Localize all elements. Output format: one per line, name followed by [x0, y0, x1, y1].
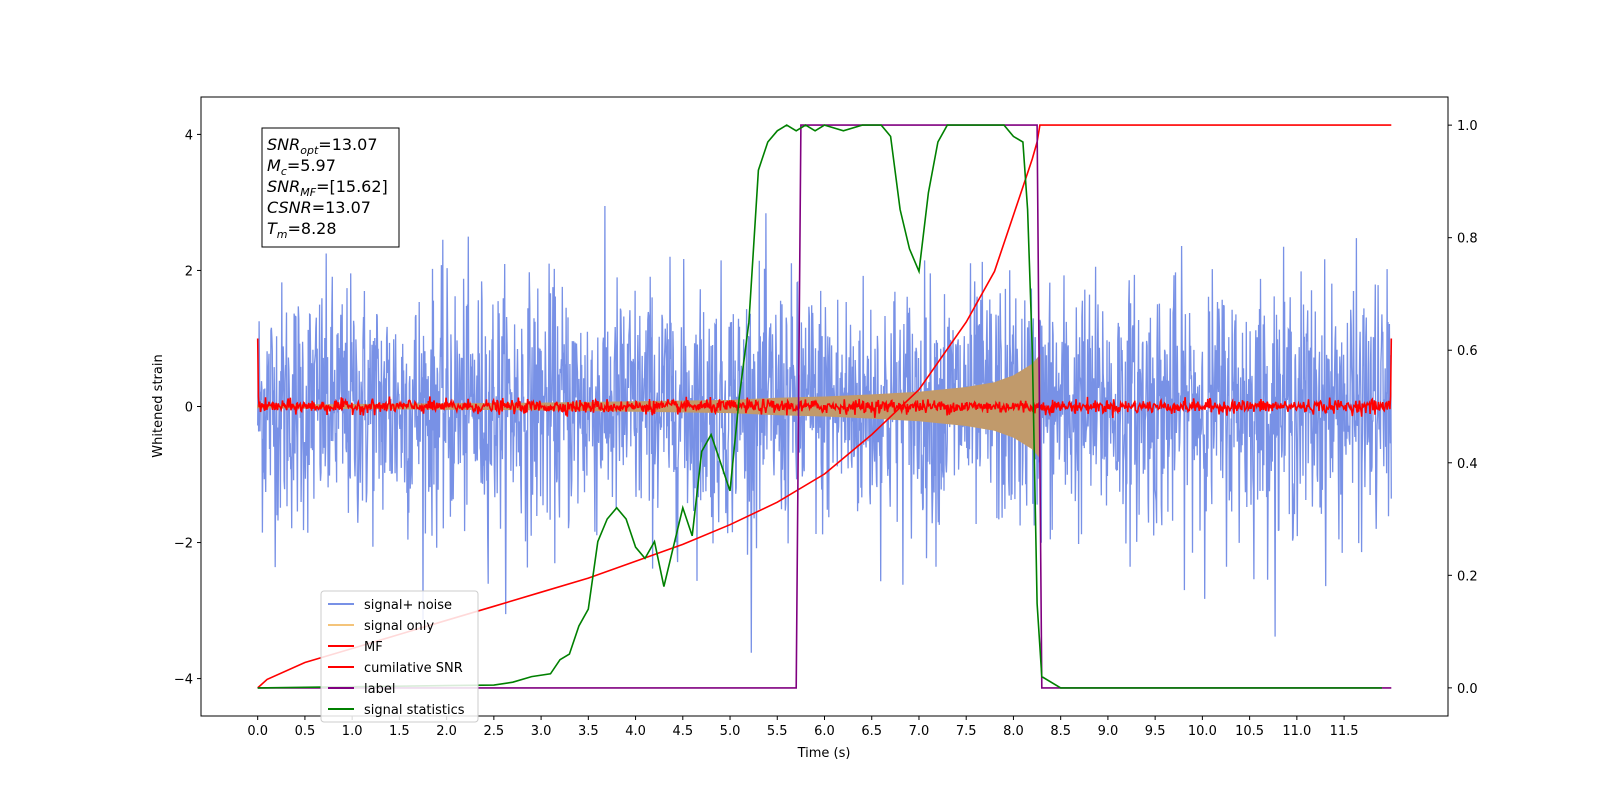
- y2-tick-label: 1.0: [1457, 119, 1478, 134]
- x-tick-label: 1.0: [342, 724, 363, 739]
- x-tick-label: 11.5: [1330, 724, 1359, 739]
- stat-line: CSNR=13.07: [267, 198, 371, 217]
- x-tick-label: 4.0: [625, 724, 646, 739]
- series-mf: [256, 338, 1393, 419]
- legend-entry: signal+ noise: [364, 598, 452, 613]
- legend: signal+ noise signal only MF cumilative SNR…: [320, 590, 479, 723]
- y2-tick-label: 0.0: [1457, 682, 1478, 697]
- x-tick-label: 2.0: [436, 724, 457, 739]
- x-tick-label: 6.0: [814, 724, 835, 739]
- stat-line: Mc=5.97: [267, 156, 336, 178]
- x-tick-label: 10.5: [1235, 724, 1264, 739]
- series-signal-noise: [257, 205, 1392, 653]
- legend-entry: signal statistics: [364, 703, 465, 718]
- x-tick-label: 7.0: [909, 724, 930, 739]
- x-tick-label: 5.5: [767, 724, 788, 739]
- y2-tick-label: 0.2: [1457, 569, 1478, 584]
- legend-frame: [320, 590, 479, 723]
- x-tick-label: 5.0: [720, 724, 741, 739]
- legend-entry: cumilative SNR: [364, 661, 463, 676]
- x-tick-label: 4.5: [672, 724, 693, 739]
- x-tick-label: 3.0: [531, 724, 552, 739]
- y-tick-label: −4: [174, 673, 193, 688]
- stats-box-frame: [261, 127, 400, 248]
- stats-box: SNRopt=13.07Mc=5.97SNRMF=[15.62]CSNR=13.…: [261, 127, 400, 248]
- series-signal-statistics: [257, 124, 1382, 689]
- x-axis-label: Time (s): [797, 746, 851, 761]
- stat-line: SNRMF=[15.62]: [267, 177, 388, 199]
- legend-entry: MF: [364, 640, 383, 655]
- x-tick-label: 1.5: [389, 724, 410, 739]
- x-tick-label: 8.5: [1050, 724, 1071, 739]
- x-tick-label: 3.5: [578, 724, 599, 739]
- x-tick-label: 7.5: [956, 724, 977, 739]
- x-tick-label: 9.5: [1145, 724, 1166, 739]
- legend-entry: label: [364, 682, 395, 697]
- stat-line: SNRopt=13.07: [267, 135, 378, 157]
- x-tick-label: 11.0: [1282, 724, 1311, 739]
- x-tick-label: 8.0: [1003, 724, 1024, 739]
- x-tick-label: 0.0: [247, 724, 268, 739]
- series-layer: [256, 124, 1393, 689]
- x-tick-label: 0.5: [295, 724, 316, 739]
- x-tick-label: 10.0: [1188, 724, 1217, 739]
- y2-tick-label: 0.6: [1457, 344, 1478, 359]
- y2-tick-label: 0.4: [1457, 457, 1478, 472]
- y2-tick-label: 0.8: [1457, 232, 1478, 247]
- y-tick-label: −2: [174, 537, 193, 552]
- y-tick-label: 2: [185, 264, 193, 279]
- legend-entry: signal only: [364, 619, 434, 634]
- y-tick-label: 4: [185, 128, 193, 143]
- axes-layer: 0.0 0.5 1.0 1.5 2.0 2.5 3.0 3.5 4.0 4.5 5.0 5.5 6.0 6…: [174, 119, 1478, 739]
- y-tick-label: 0: [185, 401, 193, 416]
- stat-line: Tm=8.28: [267, 219, 337, 241]
- x-tick-label: 2.5: [484, 724, 505, 739]
- x-tick-label: 6.5: [861, 724, 882, 739]
- x-tick-label: 9.0: [1098, 724, 1119, 739]
- y-axis-label: Whitened strain: [151, 354, 166, 457]
